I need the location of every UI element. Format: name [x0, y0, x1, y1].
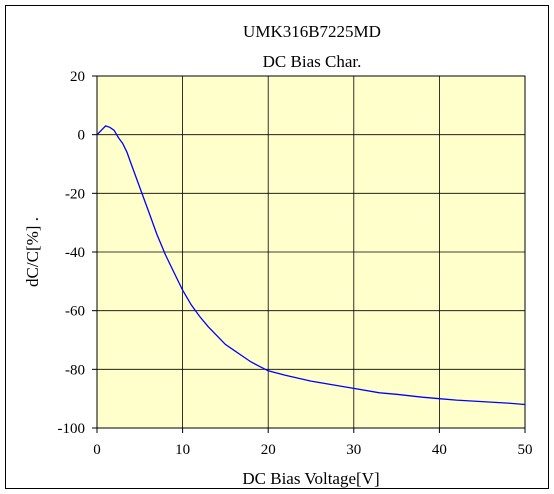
axis-ticks: 0 10 20 30 40 50 20 0 -20 -40 -60 -80 -100: [58, 69, 533, 458]
y-tick-label: -80: [65, 362, 85, 378]
x-tick-label: 20: [261, 442, 276, 458]
y-tick-label: -20: [65, 186, 85, 202]
y-tick-label: -100: [58, 421, 86, 437]
x-tick-label: 50: [518, 442, 533, 458]
x-axis-label: DC Bias Voltage[V]: [242, 469, 379, 488]
grid-lines: [96, 75, 526, 429]
y-axis-label: dC/C[%] .: [23, 217, 42, 287]
chart-subtitle: DC Bias Char.: [263, 52, 362, 71]
y-tick-label: -40: [65, 245, 85, 261]
x-tick-label: 0: [93, 442, 101, 458]
series-line: [96, 125, 526, 406]
y-tick-label: 20: [70, 69, 85, 85]
chart-title: UMK316B7225MD: [243, 22, 381, 41]
x-tick-label: 10: [175, 442, 190, 458]
y-tick-label: -60: [65, 304, 85, 320]
y-tick-label: 0: [78, 128, 86, 144]
x-tick-label: 30: [346, 442, 361, 458]
x-tick-label: 40: [432, 442, 447, 458]
